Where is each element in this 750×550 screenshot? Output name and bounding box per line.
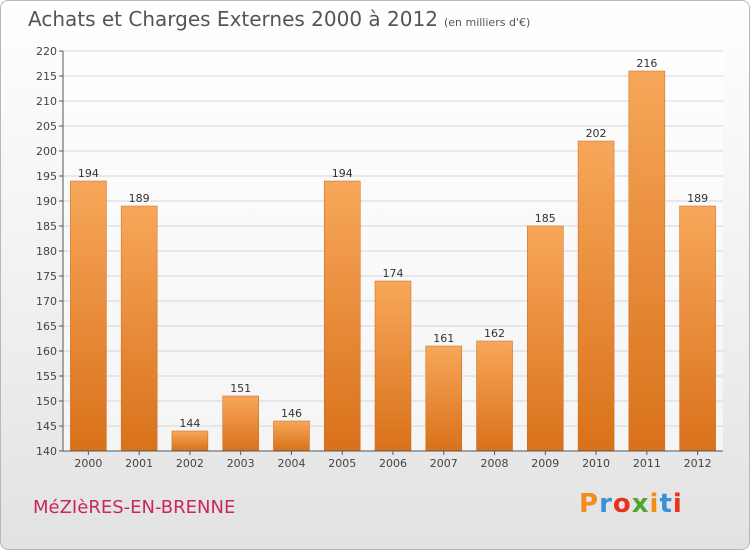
bar-value-label: 146 <box>281 407 302 420</box>
bar-value-label: 194 <box>78 167 99 180</box>
x-tick-label: 2002 <box>176 457 204 470</box>
x-tick-label: 2012 <box>684 457 712 470</box>
bar-value-label: 202 <box>586 127 607 140</box>
bar <box>70 180 107 452</box>
x-tick-label: 2000 <box>74 457 102 470</box>
bar-value-label: 144 <box>179 417 200 430</box>
y-tick-label: 220 <box>36 45 57 58</box>
bar <box>679 205 716 452</box>
y-tick-label: 140 <box>36 445 57 458</box>
y-tick-label: 200 <box>36 145 57 158</box>
y-tick-label: 155 <box>36 370 57 383</box>
y-tick-label: 195 <box>36 170 57 183</box>
x-tick-label: 2010 <box>582 457 610 470</box>
x-tick-label: 2007 <box>430 457 458 470</box>
x-tick-label: 2011 <box>633 457 661 470</box>
proxiti-logo: Proxiti <box>579 489 683 519</box>
bar-value-label: 174 <box>383 267 404 280</box>
bar-value-label: 151 <box>230 382 251 395</box>
bar <box>476 340 513 452</box>
x-tick-label: 2001 <box>125 457 153 470</box>
logo-letter: r <box>599 489 613 519</box>
logo-letter: P <box>579 489 600 519</box>
x-tick-label: 2004 <box>277 457 305 470</box>
bar-value-label: 162 <box>484 327 505 340</box>
logo-letter: i <box>649 489 660 519</box>
bar-value-label: 185 <box>535 212 556 225</box>
chart-subtitle: (en milliers d'€) <box>443 16 531 29</box>
chart-title-text: Achats et Charges Externes 2000 à 2012 <box>28 7 438 31</box>
bar <box>273 420 310 452</box>
y-tick-label: 175 <box>36 270 57 283</box>
y-tick-label: 190 <box>36 195 57 208</box>
y-tick-label: 205 <box>36 120 57 133</box>
bar-value-label: 194 <box>332 167 353 180</box>
bar <box>425 345 463 452</box>
logo-letter: i <box>672 489 683 519</box>
x-tick-label: 2008 <box>481 457 509 470</box>
bar <box>323 180 361 452</box>
x-tick-label: 2009 <box>531 457 559 470</box>
bar <box>527 225 564 452</box>
bar-value-label: 189 <box>687 192 708 205</box>
logo-letter: o <box>612 489 632 519</box>
bar-value-label: 161 <box>433 332 454 345</box>
y-tick-label: 215 <box>36 70 57 83</box>
chart-title: Achats et Charges Externes 2000 à 2012 (e… <box>28 7 530 31</box>
y-tick-label: 160 <box>36 345 57 358</box>
bar <box>120 205 158 452</box>
y-tick-label: 150 <box>36 395 57 408</box>
y-tick-label: 170 <box>36 295 57 308</box>
bar <box>577 140 615 452</box>
town-name: MéZIèRES-EN-BRENNE <box>33 497 236 518</box>
bar-value-label: 189 <box>129 192 150 205</box>
y-tick-label: 165 <box>36 320 57 333</box>
x-tick-label: 2005 <box>328 457 356 470</box>
bar <box>171 430 209 452</box>
bar-value-label: 216 <box>636 57 657 70</box>
bar <box>374 280 412 452</box>
y-tick-label: 180 <box>36 245 57 258</box>
x-tick-label: 2006 <box>379 457 407 470</box>
y-tick-label: 210 <box>36 95 57 108</box>
logo-letter: t <box>659 489 673 519</box>
logo-letter: x <box>631 489 650 519</box>
y-tick-label: 145 <box>36 420 57 433</box>
x-tick-label: 2003 <box>227 457 255 470</box>
bar <box>222 395 259 452</box>
y-tick-label: 185 <box>36 220 57 233</box>
bar <box>628 70 666 452</box>
